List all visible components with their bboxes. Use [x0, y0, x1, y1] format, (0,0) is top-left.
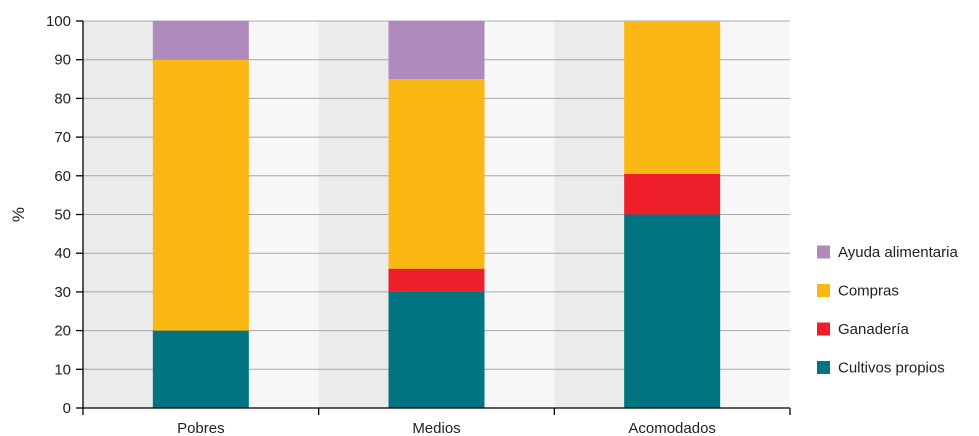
bar-segment-cultivos-propios-pobres — [152, 330, 249, 408]
y-tick-label: 100 — [46, 13, 71, 30]
bars — [152, 21, 721, 408]
category-label: Medios — [412, 420, 460, 436]
bar-segment-ayuda-alimentaria-medios — [388, 21, 485, 80]
y-tick-label: 60 — [54, 168, 71, 185]
legend-label: Ganadería — [838, 321, 910, 338]
legend: Ayuda alimentaria Compras Ganadería Cultivo… — [817, 244, 958, 377]
legend-item: Ayuda alimentaria — [817, 244, 958, 261]
y-tick-label: 70 — [54, 129, 71, 146]
legend-swatch — [817, 245, 830, 259]
legend-label: Cultivos propios — [838, 360, 945, 377]
y-tick-label: 80 — [54, 90, 71, 107]
category-label: Acomodados — [628, 420, 716, 436]
legend-swatch — [817, 284, 830, 297]
category-labels: Pobres Medios Acomodados — [177, 420, 716, 436]
y-tick-label: 0 — [63, 400, 71, 417]
y-tick-label: 90 — [54, 52, 71, 69]
y-tick-label: 30 — [54, 284, 71, 301]
legend-swatch — [817, 322, 830, 336]
legend-item: Cultivos propios — [817, 360, 945, 377]
legend-item: Compras — [817, 283, 899, 300]
legend-swatch — [817, 361, 830, 374]
y-axis-title: % — [9, 207, 28, 222]
legend-item: Ganadería — [817, 321, 910, 338]
y-tick-label: 50 — [54, 207, 71, 224]
bar-segment-compras-pobres — [152, 59, 249, 331]
bar-segment-cultivos-propios-acomodados — [624, 214, 721, 408]
legend-label: Compras — [838, 283, 899, 300]
bar-segment-ayuda-alimentaria-pobres — [152, 21, 249, 60]
y-tick-labels: 0 10 20 30 40 50 60 70 80 90 100 — [46, 13, 71, 417]
y-tick-label: 20 — [54, 323, 71, 340]
y-tick-label: 10 — [54, 361, 71, 378]
bar-segment-ganader-a-acomodados — [624, 173, 721, 215]
bar-segment-cultivos-propios-medios — [388, 291, 485, 408]
y-tick-label: 40 — [54, 245, 71, 262]
legend-label: Ayuda alimentaria — [838, 244, 958, 261]
category-label: Pobres — [177, 420, 225, 436]
bar-segment-compras-acomodados — [624, 21, 721, 174]
axes — [76, 20, 791, 415]
bar-segment-ganader-a-medios — [388, 268, 485, 292]
bar-segment-compras-medios — [388, 79, 485, 269]
